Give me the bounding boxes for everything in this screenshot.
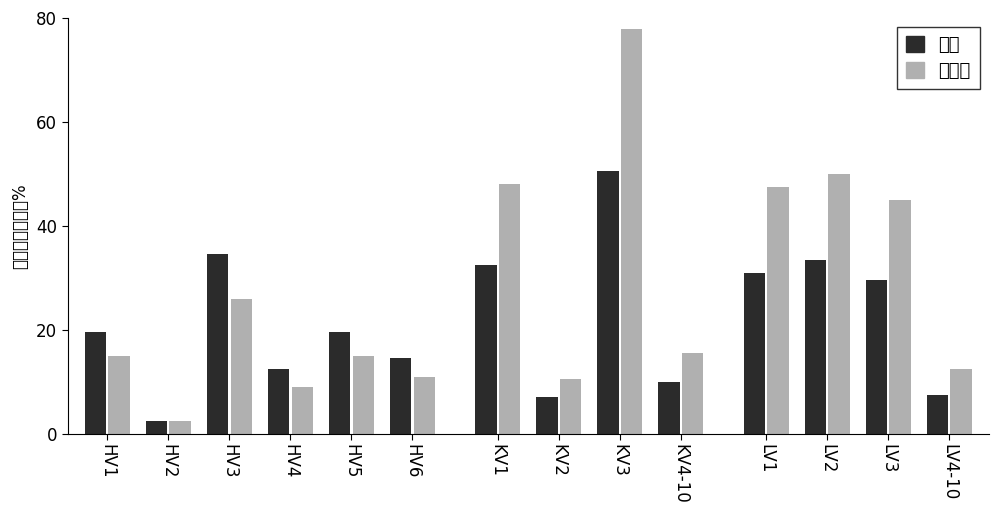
Bar [231, 299, 252, 434]
Bar [805, 260, 826, 434]
Bar [475, 265, 497, 434]
Bar [146, 421, 167, 434]
Bar [889, 200, 911, 434]
Bar [108, 356, 130, 434]
Bar [390, 358, 411, 434]
Bar [682, 353, 703, 434]
Bar [85, 332, 106, 434]
Bar [927, 395, 948, 434]
Bar [828, 174, 850, 434]
Bar [767, 187, 789, 434]
Bar [560, 379, 581, 434]
Legend: 天然, 抗体库: 天然, 抗体库 [897, 27, 980, 89]
Bar [353, 356, 374, 434]
Bar [207, 254, 228, 434]
Bar [536, 398, 558, 434]
Bar [658, 382, 680, 434]
Bar [169, 421, 191, 434]
Bar [744, 272, 765, 434]
Bar [950, 369, 972, 434]
Bar [329, 332, 350, 434]
Bar [866, 281, 887, 434]
Bar [621, 28, 642, 434]
Bar [268, 369, 289, 434]
Y-axis label: 基因出现频率，%: 基因出现频率，% [11, 183, 29, 269]
Bar [414, 376, 435, 434]
Bar [597, 171, 619, 434]
Bar [499, 184, 520, 434]
Bar [292, 387, 313, 434]
